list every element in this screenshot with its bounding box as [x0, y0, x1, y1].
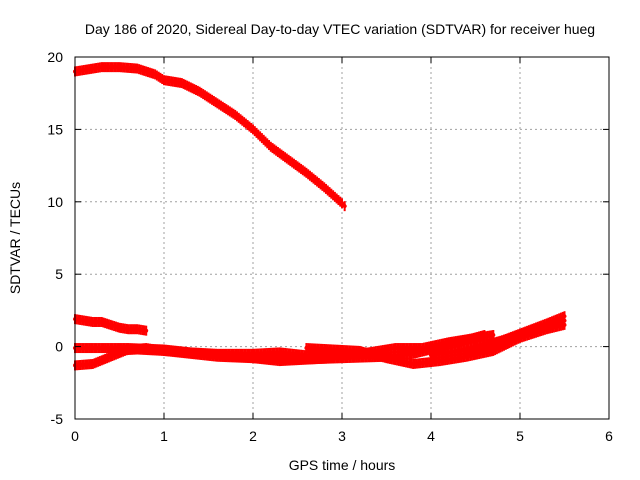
tick-layer: 0 1 2 3 4 5 6 -5 0 5 10 15 20 [47, 49, 613, 444]
x-tick-label: 2 [249, 428, 257, 444]
grid-layer [75, 57, 609, 419]
x-tick-label: 3 [338, 428, 346, 444]
series-layer [73, 62, 567, 371]
y-tick-label: 20 [47, 49, 63, 65]
y-tick-label: -5 [51, 411, 64, 427]
x-tick-label: 4 [427, 428, 435, 444]
x-tick-label: 0 [71, 428, 79, 444]
x-tick-label: 6 [605, 428, 613, 444]
y-tick-label: 5 [55, 266, 63, 282]
y-axis-title: SDTVAR / TECUs [7, 182, 23, 294]
chart-title: Day 186 of 2020, Sidereal Day-to-day VTE… [85, 21, 595, 37]
x-tick-label: 1 [160, 428, 168, 444]
series-line-satellite-a [73, 65, 347, 209]
x-axis-title: GPS time / hours [289, 457, 396, 473]
x-tick-label: 5 [516, 428, 524, 444]
y-tick-label: 10 [47, 194, 63, 210]
y-tick-label: 0 [55, 339, 63, 355]
y-tick-label: 15 [47, 121, 63, 137]
